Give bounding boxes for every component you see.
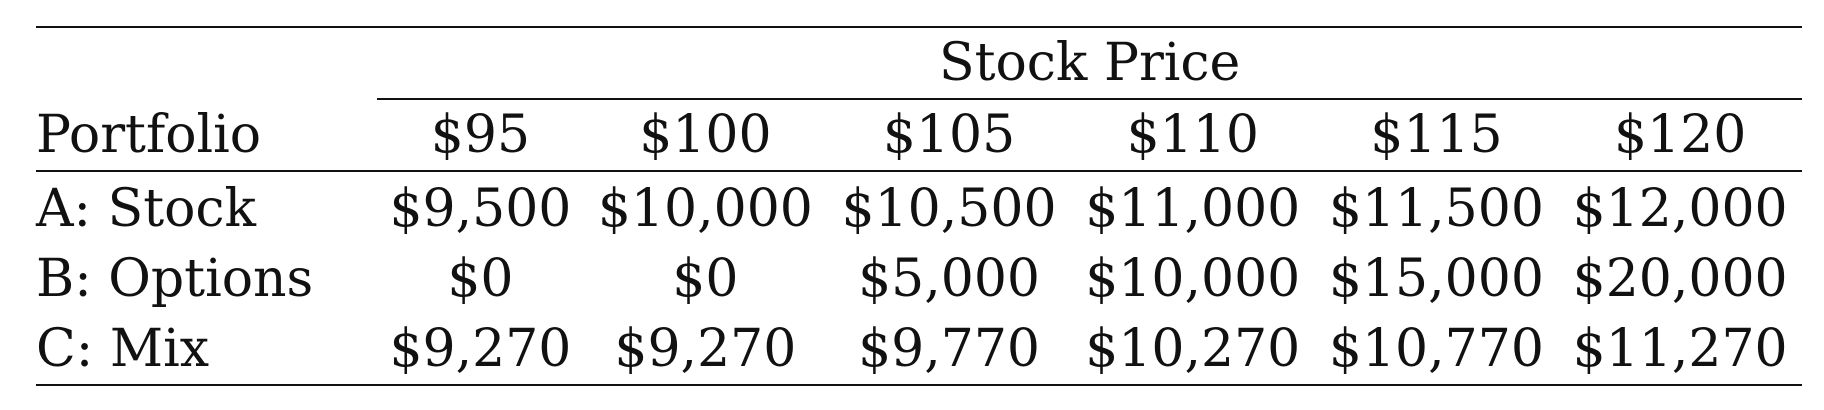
cell-value: $0 — [672, 249, 739, 309]
cell-value: $10,000 — [1085, 249, 1301, 309]
cell-value: $9,270 — [614, 319, 797, 379]
price-header-110: $110 — [1126, 105, 1259, 165]
price-header-100: $100 — [639, 105, 772, 165]
portfolio-payoff-table: Stock Price Portfolio $95 $100 $105 $110… — [36, 26, 1802, 386]
cell-value: $15,000 — [1328, 249, 1544, 309]
column-header-row: Portfolio $95 $100 $105 $110 $115 $120 — [36, 99, 1802, 171]
price-header-120: $120 — [1613, 105, 1747, 165]
cell-value: $11,270 — [1572, 319, 1788, 379]
cell-value: $12,000 — [1572, 179, 1788, 239]
price-header-105: $105 — [882, 105, 1016, 165]
table-body: A: Stock $9,500 $10,000 $10,500 $11,000 … — [36, 171, 1802, 385]
cell-value: $9,270 — [389, 319, 572, 379]
payoff-table-container: Stock Price Portfolio $95 $100 $105 $110… — [36, 26, 1802, 386]
cell-value: $20,000 — [1572, 249, 1788, 309]
table-header: Stock Price Portfolio $95 $100 $105 $110… — [36, 27, 1802, 171]
cell-value: $10,000 — [597, 179, 813, 239]
price-header-115: $115 — [1370, 105, 1503, 165]
group-header-row: Stock Price — [36, 27, 1802, 100]
table-row-stock: A: Stock $9,500 $10,000 $10,500 $11,000 … — [36, 171, 1802, 244]
table-row-options: B: Options $0 $0 $5,000 $10,000 $15,000 … — [36, 244, 1802, 314]
cell-value: $5,000 — [858, 249, 1041, 309]
row-label-options: B: Options — [36, 249, 314, 309]
row-label-mix: C: Mix — [36, 319, 210, 379]
cell-value: $10,500 — [841, 179, 1057, 239]
price-header-95: $95 — [430, 105, 531, 165]
cell-value: $9,770 — [858, 319, 1041, 379]
cell-value: $10,770 — [1328, 319, 1544, 379]
cell-value: $11,000 — [1085, 179, 1301, 239]
cell-value: $9,500 — [389, 179, 572, 239]
row-label-stock: A: Stock — [36, 179, 257, 239]
cell-value: $0 — [447, 249, 514, 309]
group-header-spacer — [36, 27, 377, 99]
table-row-mix: C: Mix $9,270 $9,270 $9,770 $10,270 $10,… — [36, 314, 1802, 385]
cell-value: $11,500 — [1328, 179, 1544, 239]
portfolio-column-header: Portfolio — [36, 104, 262, 165]
stock-price-group-header: Stock Price — [377, 27, 1802, 100]
cell-value: $10,270 — [1085, 319, 1301, 379]
